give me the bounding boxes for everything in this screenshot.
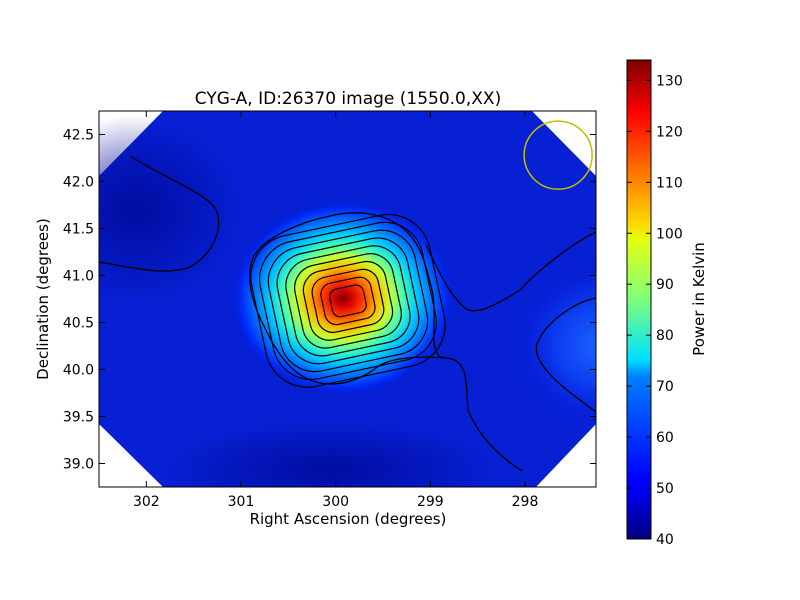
contour-ring — [285, 245, 411, 357]
x-axis-label: Right Ascension (degrees) — [250, 510, 447, 528]
x-tick-label: 301 — [228, 494, 255, 510]
y-axis: 39.0 39.5 40.0 40.5 41.0 41.5 42.0 42.5 — [63, 128, 596, 473]
contour-ring — [276, 237, 420, 365]
bright-region-right — [510, 260, 596, 430]
x-tick-label: 300 — [322, 494, 349, 510]
colorbar-frame — [626, 59, 652, 540]
contour-ring — [329, 284, 367, 318]
contour-rings — [250, 213, 446, 388]
colorbar-tick-label: 80 — [656, 328, 674, 344]
y-tick-label: 41.0 — [63, 269, 94, 285]
dark-region-left — [99, 115, 245, 305]
chart-title: CYG-A, ID:26370 image (1550.0,XX) — [195, 89, 501, 109]
contour-ring — [258, 221, 437, 381]
y-tick-label: 42.0 — [63, 175, 94, 191]
contour-ring — [294, 253, 402, 349]
x-axis: 302 301 300 299 298 — [133, 111, 538, 510]
colorbar-tick-label: 120 — [656, 124, 683, 140]
y-tick-label: 39.5 — [63, 410, 94, 426]
colorbar-tick-label: 130 — [656, 73, 683, 89]
contour-right-upper — [425, 231, 596, 312]
y-axis-label: Declination (degrees) — [34, 218, 52, 380]
beam-circle — [523, 120, 593, 190]
y-tick-label: 40.5 — [63, 316, 94, 332]
contour-right-oval — [535, 297, 596, 413]
colorbar-tick-label: 60 — [656, 430, 674, 446]
contour-ring — [311, 268, 385, 333]
dark-region-bottom — [160, 420, 500, 487]
colorbar-tick-label: 100 — [656, 226, 683, 242]
contour-ring — [320, 276, 376, 326]
colorbar-gradient — [627, 60, 651, 539]
colorbar-ticks: 40 50 60 70 80 90 100 110 120 130 — [627, 73, 683, 548]
y-tick-label: 40.0 — [63, 363, 94, 379]
contour-lines — [99, 155, 596, 472]
axes-frame — [98, 110, 597, 488]
colorbar-tick-label: 110 — [656, 175, 683, 191]
x-tick-label: 299 — [417, 494, 444, 510]
contour-left — [99, 155, 220, 272]
colorbar-tick-label: 50 — [656, 481, 674, 497]
colorbar-tick-label: 90 — [656, 277, 674, 293]
y-tick-label: 41.5 — [63, 222, 94, 238]
contour-lower — [446, 357, 523, 472]
contour-ring — [250, 213, 446, 388]
colorbar-label: Power in Kelvin — [690, 242, 708, 356]
colorbar-tick-label: 40 — [656, 532, 674, 548]
contour-outer — [249, 212, 448, 385]
x-tick-label: 302 — [133, 494, 160, 510]
contour-ring — [267, 229, 429, 373]
contour-ring — [302, 260, 394, 341]
x-tick-label: 298 — [512, 494, 539, 510]
colorbar-tick-label: 70 — [656, 379, 674, 395]
y-tick-label: 42.5 — [63, 128, 94, 144]
y-tick-label: 39.0 — [63, 457, 94, 473]
